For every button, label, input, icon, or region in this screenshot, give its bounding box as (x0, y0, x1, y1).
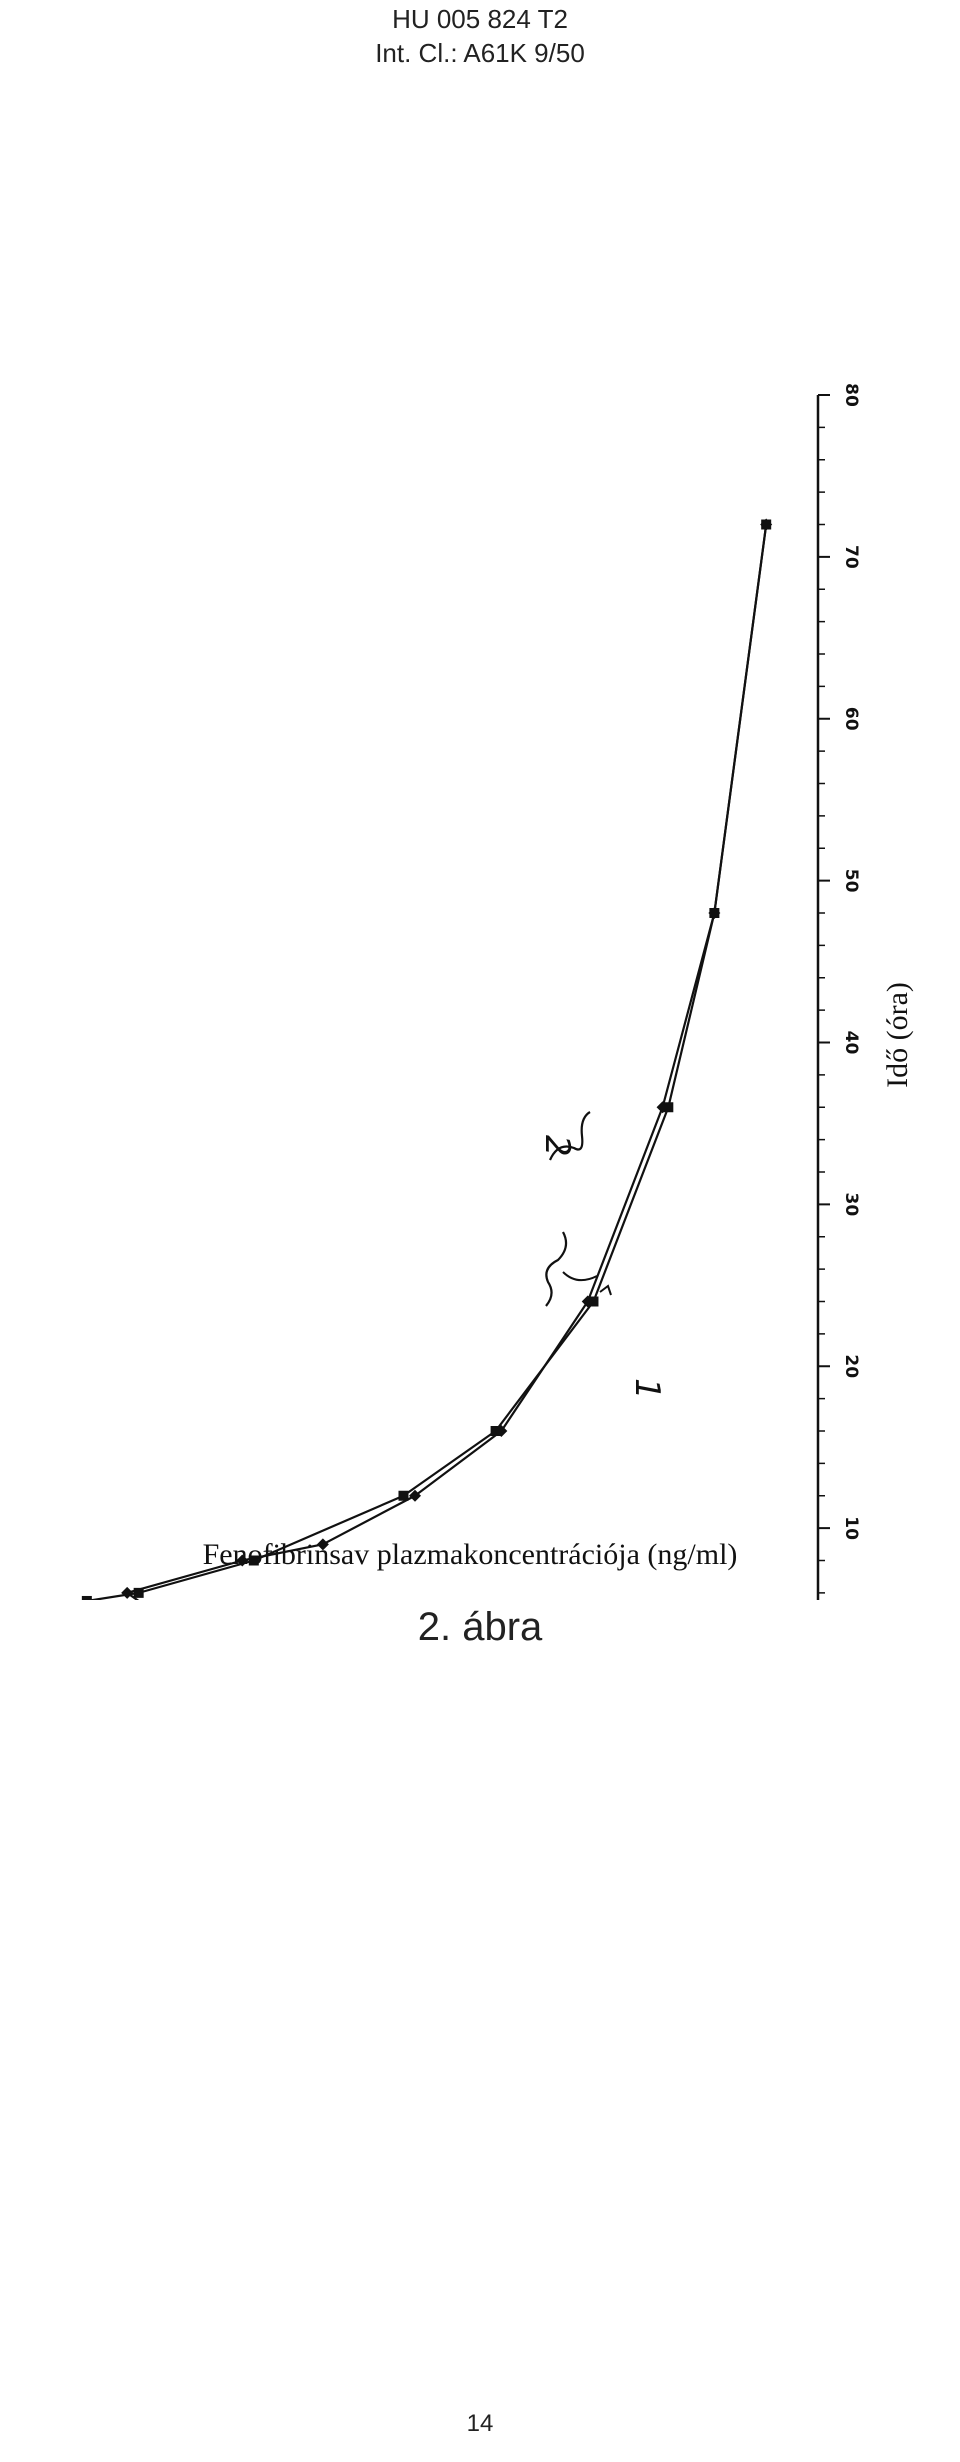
chart-annotations: 1 2 (537, 1111, 667, 1400)
patent-number: HU 005 824 T2 (392, 4, 568, 34)
annotation-label-1: 1 (627, 1378, 667, 1400)
x-tick-label: 20 (841, 1354, 861, 1378)
series-2-point (760, 518, 773, 531)
series-2-point (121, 1586, 134, 1599)
page-number: 14 (466, 2410, 494, 2437)
annotation-1-arrowhead (599, 1284, 612, 1296)
series-1-point (248, 1555, 259, 1566)
series-1-line (86, 524, 768, 1600)
annotation-1-hook (562, 1271, 598, 1282)
x-tick-label: 10 (841, 1516, 861, 1540)
chart-series (81, 518, 773, 1600)
series-2-point (495, 1425, 508, 1437)
chart-axes: 0102030405060708002000400060008000100001… (816, 383, 861, 1600)
series-2-point (581, 1295, 594, 1308)
series-2-point (316, 1538, 329, 1551)
annotation-label-2: 2 (537, 1135, 577, 1157)
figure-caption: 2. ábra (417, 1605, 543, 1649)
x-tick-label: 80 (841, 383, 861, 407)
series-2-point (409, 1489, 421, 1502)
patent-classification: Int. Cl.: A61K 9/50 (375, 38, 585, 68)
x-tick-label: 70 (841, 545, 861, 569)
x-tick-label: 30 (841, 1193, 861, 1217)
x-tick-label: 50 (841, 869, 861, 893)
x-tick-label: 40 (841, 1031, 861, 1055)
series-2-point (708, 907, 721, 919)
patent-header: HU 005 824 T2 Int. Cl.: A61K 9/50 (0, 2, 960, 70)
annotation-1-leader (545, 1231, 568, 1307)
series-1-point (398, 1490, 409, 1501)
x-axis-title: Idő (óra) (881, 982, 914, 1088)
series-2-line (126, 524, 768, 1600)
series-1-point (81, 1595, 92, 1600)
y-axis-title: Fenofibrinsav plazmakoncentrációja (ng/m… (203, 1538, 738, 1571)
annotation-2-leader (548, 1111, 591, 1161)
plasma-concentration-chart: 0102030405060708002000400060008000100001… (81, 383, 914, 1600)
series-2-point (656, 1101, 669, 1114)
series-1-point (133, 1587, 144, 1598)
x-tick-label: 60 (841, 707, 861, 731)
series-2-point (236, 1554, 249, 1567)
